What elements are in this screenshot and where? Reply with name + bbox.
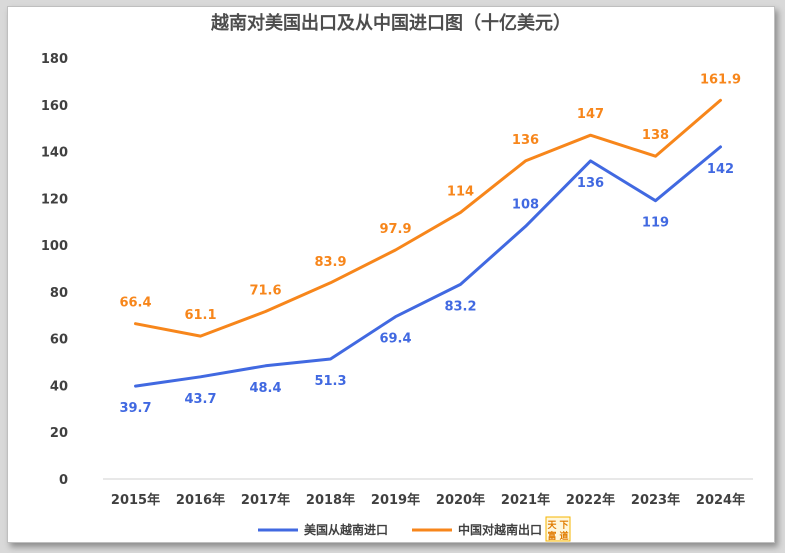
data-label: 136	[512, 133, 539, 148]
y-tick-label: 0	[59, 473, 68, 488]
y-tick-label: 140	[41, 146, 68, 161]
data-label: 136	[577, 176, 604, 191]
x-tick-label: 2016年	[176, 492, 225, 508]
data-label: 119	[642, 216, 669, 231]
y-tick-label: 100	[41, 239, 68, 254]
y-tick-label: 160	[41, 99, 68, 114]
y-tick-label: 180	[41, 52, 68, 67]
data-label: 97.9	[379, 222, 411, 237]
chart-title: 越南对美国出口及从中国进口图（十亿美元）	[210, 12, 571, 34]
y-tick-label: 120	[41, 192, 68, 207]
logo-glyph: 道	[559, 530, 568, 542]
data-label: 48.4	[249, 381, 281, 396]
data-label: 43.7	[184, 392, 216, 407]
chart-frame: 越南对美国出口及从中国进口图（十亿美元） 0 20 40 60 80 100 120 140 1…	[7, 6, 775, 543]
x-tick-label: 2018年	[306, 492, 355, 508]
data-label: 147	[577, 107, 604, 122]
x-tick-label: 2017年	[241, 492, 290, 508]
x-tick-label: 2015年	[111, 492, 160, 508]
data-label: 61.1	[184, 308, 216, 323]
data-label: 66.4	[119, 296, 151, 311]
logo-glyph: 下	[559, 520, 568, 531]
line-chart: 越南对美国出口及从中国进口图（十亿美元） 0 20 40 60 80 100 120 140 1…	[41, 12, 753, 542]
logo-glyph: 富	[547, 530, 556, 542]
x-tick-label: 2022年	[566, 492, 615, 508]
data-label: 69.4	[379, 332, 411, 347]
series-line-0	[134, 145, 722, 388]
series-lines	[134, 98, 722, 388]
legend: 美国从越南进口 中国对越南出口天下富道	[258, 516, 571, 542]
x-tick-label: 2020年	[436, 492, 485, 508]
data-label: 108	[512, 197, 539, 212]
x-tick-label: 2021年	[501, 492, 550, 508]
data-label: 39.7	[119, 401, 151, 416]
data-label: 161.9	[700, 72, 741, 87]
data-label: 71.6	[249, 284, 281, 299]
x-tick-label: 2019年	[371, 492, 420, 508]
data-label: 138	[642, 128, 669, 143]
data-label: 83.9	[314, 255, 346, 270]
y-tick-label: 60	[50, 333, 68, 348]
series-line-1	[134, 98, 722, 338]
y-tick-label: 80	[50, 286, 68, 301]
y-tick-label: 40	[50, 379, 68, 394]
data-label: 51.3	[314, 374, 346, 389]
data-label: 142	[707, 162, 734, 177]
logo-glyph: 天	[547, 520, 557, 531]
x-tick-label: 2024年	[696, 492, 745, 508]
x-tick-label: 2023年	[631, 492, 680, 508]
data-label: 83.2	[444, 299, 476, 314]
logo-icon	[545, 516, 571, 542]
y-tick-label: 20	[50, 426, 68, 441]
data-label: 114	[447, 184, 474, 199]
data-labels: 39.7 43.7 48.4 51.3 69.4 83.2 108 136 119 142 66.4…	[119, 72, 741, 416]
legend-label-cn: 中国对越南出口	[458, 522, 542, 537]
axes: 0 20 40 60 80 100 120 140 160 180 2015年 2016年 2017年 2…	[41, 52, 753, 508]
legend-label-us: 美国从越南进口	[304, 522, 388, 537]
